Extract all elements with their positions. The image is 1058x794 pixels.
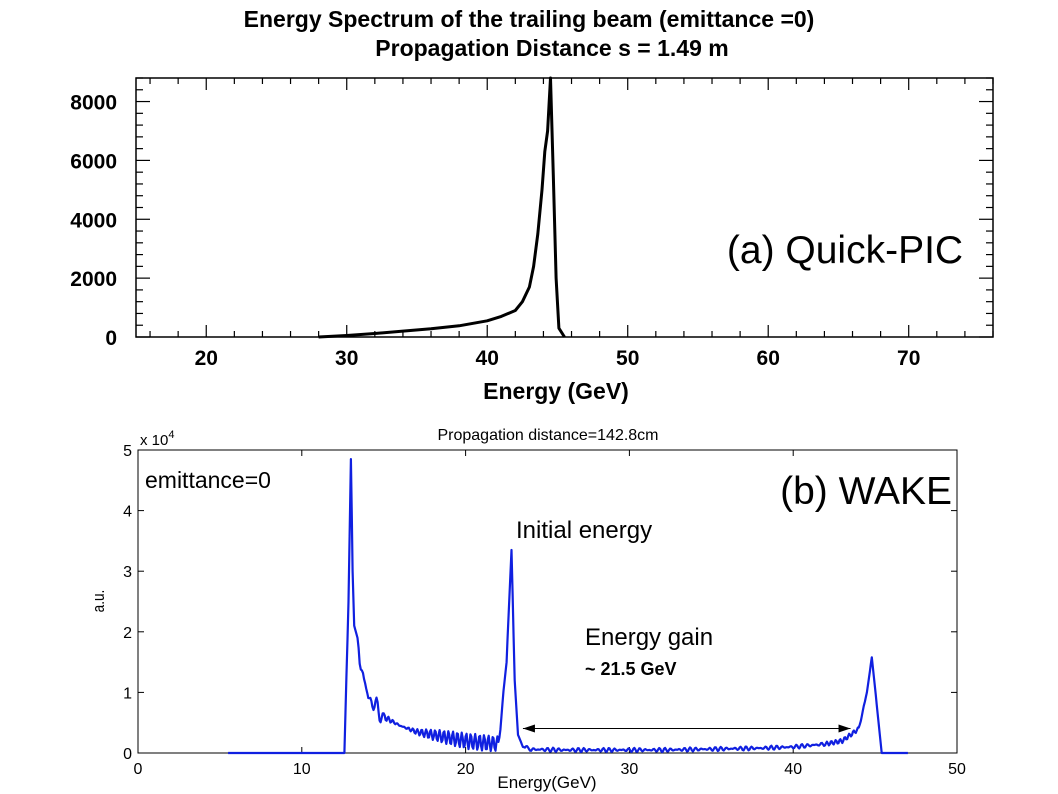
x-tick-label: 70 [897,347,920,370]
annotation-energy-gain-value: ~ 21.5 GeV [585,659,677,679]
y-tick-label: 2 [123,625,132,642]
x-tick-label: 30 [621,761,639,778]
panel-a-series [318,76,566,339]
annotation-initial-energy: Initial energy [516,517,652,544]
panel-b-title: Propagation distance=142.8cm [437,427,658,444]
panel-b: Propagation distance=142.8cm 0 10 20 30 40 50… [90,427,966,792]
x-tick-label: 0 [134,761,143,778]
x-tick-label: 20 [195,347,218,370]
annotation-emittance: emittance=0 [145,467,271,493]
arrow-head-right [838,724,851,733]
panel-a-label: (a) Quick-PIC [727,229,963,272]
x-tick-label: 60 [757,347,780,370]
panel-b-y-tick-labels: 0 1 2 3 4 5 [123,443,132,763]
y-tick-label: 4000 [70,209,117,232]
x-tick-label: 10 [293,761,311,778]
x-tick-label: 50 [616,347,639,370]
panel-a-x-axis-label: Energy (GeV) [483,378,629,404]
panel-a: Energy Spectrum of the trailing beam (em… [70,6,994,404]
x-tick-label: 30 [335,347,358,370]
y-tick-label: 6000 [70,150,117,173]
panel-b-ticks [137,449,958,754]
y-tick-label: 8000 [70,92,117,115]
y-tick-label: 2000 [70,268,117,291]
x-tick-label: 40 [784,761,802,778]
x-tick-label: 20 [457,761,475,778]
y-tick-label: 1 [123,685,132,702]
panel-b-y-multiplier: x 104 [140,429,174,449]
panel-b-x-tick-labels: 0 10 20 30 40 50 [134,761,966,778]
x-tick-label: 40 [476,347,499,370]
series-line [318,76,566,339]
panel-b-x-axis-label: Energy(GeV) [497,773,596,792]
arrow-head-left [522,724,535,733]
x-tick-label: 50 [948,761,966,778]
panel-b-label: (b) WAKE [780,470,952,513]
y-tick-label: 5 [123,443,132,460]
y-tick-label: 3 [123,564,132,581]
panel-b-frame [137,449,958,754]
y-tick-label: 4 [123,504,132,521]
annotation-energy-gain: Energy gain [585,624,713,651]
y-tick-label: 0 [105,327,117,350]
energy-gain-arrow [522,724,851,733]
series-line [228,458,909,755]
panel-b-series [228,458,909,755]
panel-a-x-tick-labels: 20 30 40 50 60 70 [195,347,921,370]
y-tick-label: 0 [123,746,132,763]
panel-a-subtitle: Propagation Distance s = 1.49 m [375,35,728,61]
panel-a-ticks [136,77,994,338]
panel-a-y-tick-labels: 0 2000 4000 6000 8000 [70,92,117,350]
panel-a-frame [135,77,994,338]
panel-a-title: Energy Spectrum of the trailing beam (em… [244,6,815,32]
panel-b-y-axis-label: a.u. [90,590,109,613]
